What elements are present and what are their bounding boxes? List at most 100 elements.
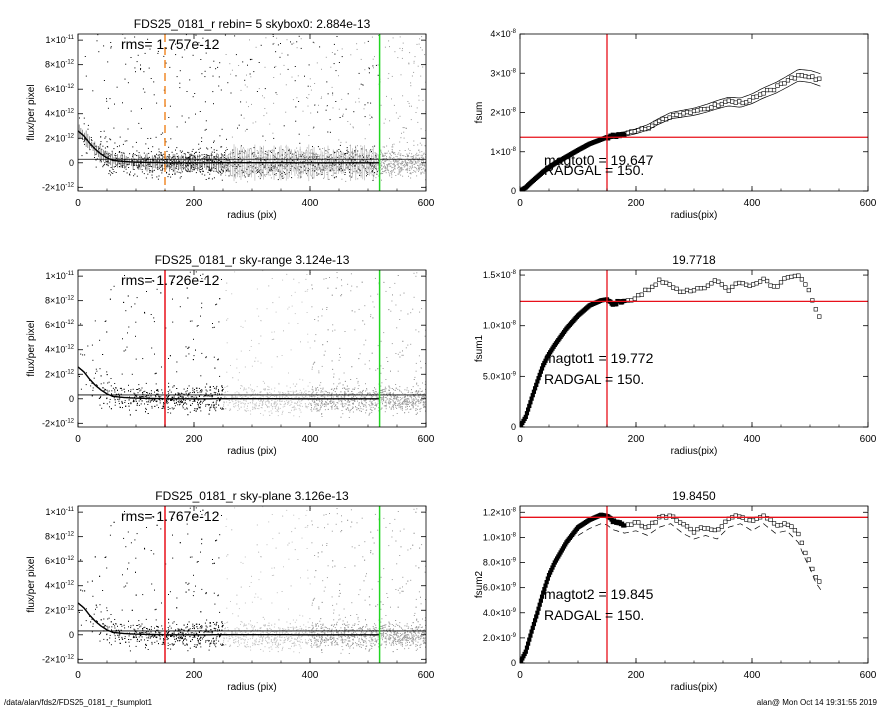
scatter-point bbox=[205, 405, 207, 407]
scatter-point bbox=[419, 151, 421, 153]
scatter-point bbox=[368, 413, 370, 415]
scatter-point bbox=[402, 127, 404, 129]
scatter-point bbox=[199, 402, 201, 404]
scatter-point bbox=[162, 132, 164, 134]
scatter-point bbox=[296, 147, 298, 149]
scatter-point bbox=[392, 144, 393, 146]
scatter-point bbox=[197, 156, 199, 158]
scatter-point bbox=[224, 164, 225, 166]
scatter-point bbox=[226, 169, 228, 171]
scatter-point bbox=[321, 416, 323, 417]
scatter-point bbox=[214, 158, 216, 160]
scatter-point bbox=[154, 395, 156, 396]
scatter-point bbox=[205, 357, 207, 359]
scatter-point bbox=[310, 403, 311, 405]
scatter-point bbox=[189, 411, 191, 413]
scatter-point bbox=[259, 172, 261, 173]
data-marker bbox=[785, 78, 791, 83]
scatter-point bbox=[265, 140, 266, 142]
scatter-point bbox=[398, 152, 400, 154]
scatter-point bbox=[312, 165, 314, 167]
scatter-point bbox=[259, 166, 261, 168]
scatter-point bbox=[316, 408, 318, 410]
scatter-point bbox=[221, 408, 223, 410]
scatter-point bbox=[154, 373, 156, 375]
scatter-point bbox=[240, 350, 242, 352]
scatter-point bbox=[193, 410, 195, 411]
scatter-point bbox=[240, 114, 242, 116]
scatter-point bbox=[284, 405, 286, 407]
scatter-point bbox=[317, 169, 319, 171]
scatter-point bbox=[308, 94, 310, 96]
scatter-point bbox=[215, 392, 217, 394]
scatter-point bbox=[260, 157, 262, 159]
scatter-point bbox=[306, 312, 308, 313]
scatter-point bbox=[209, 66, 211, 68]
scatter-point bbox=[337, 166, 339, 168]
scatter-point bbox=[277, 415, 279, 417]
scatter-point bbox=[109, 406, 110, 408]
data-marker bbox=[778, 81, 784, 86]
scatter-point bbox=[387, 159, 388, 161]
scatter-point bbox=[116, 146, 118, 148]
scatter-point bbox=[92, 90, 94, 92]
scatter-point bbox=[338, 108, 340, 110]
scatter-point bbox=[311, 399, 313, 401]
scatter-point bbox=[231, 396, 232, 398]
scatter-point bbox=[122, 407, 123, 409]
scatter-point bbox=[191, 170, 193, 172]
scatter-point bbox=[281, 158, 283, 160]
scatter-point bbox=[255, 167, 257, 169]
scatter-point bbox=[251, 166, 253, 168]
scatter-point bbox=[305, 157, 307, 158]
scatter-point bbox=[186, 91, 188, 92]
x-tick-label: 600 bbox=[418, 198, 435, 209]
scatter-point bbox=[135, 141, 137, 143]
scatter-point bbox=[224, 386, 226, 388]
scatter-point bbox=[241, 160, 243, 162]
scatter-point bbox=[233, 152, 235, 154]
scatter-point bbox=[178, 400, 180, 402]
scatter-point bbox=[320, 406, 322, 408]
scatter-point bbox=[340, 164, 342, 166]
scatter-point bbox=[346, 152, 348, 154]
scatter-point bbox=[257, 151, 259, 153]
scatter-point bbox=[322, 167, 324, 169]
upper-envelope-line bbox=[606, 69, 821, 136]
scatter-point bbox=[314, 83, 316, 84]
scatter-point bbox=[185, 157, 187, 159]
scatter-point bbox=[418, 43, 420, 45]
scatter-point bbox=[402, 42, 404, 44]
scatter-point bbox=[210, 389, 212, 391]
scatter-point bbox=[289, 160, 291, 162]
scatter-point bbox=[368, 414, 370, 416]
scatter-point bbox=[193, 355, 195, 357]
scatter-point bbox=[219, 170, 221, 172]
scatter-point bbox=[309, 347, 311, 349]
scatter-point bbox=[140, 389, 142, 391]
scatter-point bbox=[306, 397, 308, 399]
scatter-point bbox=[166, 403, 168, 405]
scatter-point bbox=[318, 173, 320, 175]
data-marker bbox=[747, 98, 752, 103]
scatter-point bbox=[371, 149, 373, 151]
scatter-point bbox=[341, 168, 342, 169]
scatter-point bbox=[296, 393, 298, 395]
scatter-point bbox=[194, 399, 196, 401]
scatter-point bbox=[384, 166, 386, 168]
scatter-point bbox=[250, 166, 252, 168]
scatter-point bbox=[399, 166, 400, 168]
scatter-point bbox=[234, 271, 236, 273]
scatter-point bbox=[349, 411, 351, 413]
scatter-point bbox=[188, 170, 190, 172]
scatter-point bbox=[148, 168, 150, 170]
plot-area bbox=[78, 270, 426, 427]
scatter-point bbox=[252, 399, 254, 401]
scatter-point bbox=[319, 401, 321, 403]
scatter-point bbox=[341, 294, 343, 295]
scatter-point bbox=[136, 165, 138, 167]
scatter-point bbox=[244, 403, 246, 405]
scatter-point bbox=[363, 344, 365, 346]
scatter-point bbox=[372, 394, 374, 395]
scatter-point bbox=[83, 123, 85, 125]
